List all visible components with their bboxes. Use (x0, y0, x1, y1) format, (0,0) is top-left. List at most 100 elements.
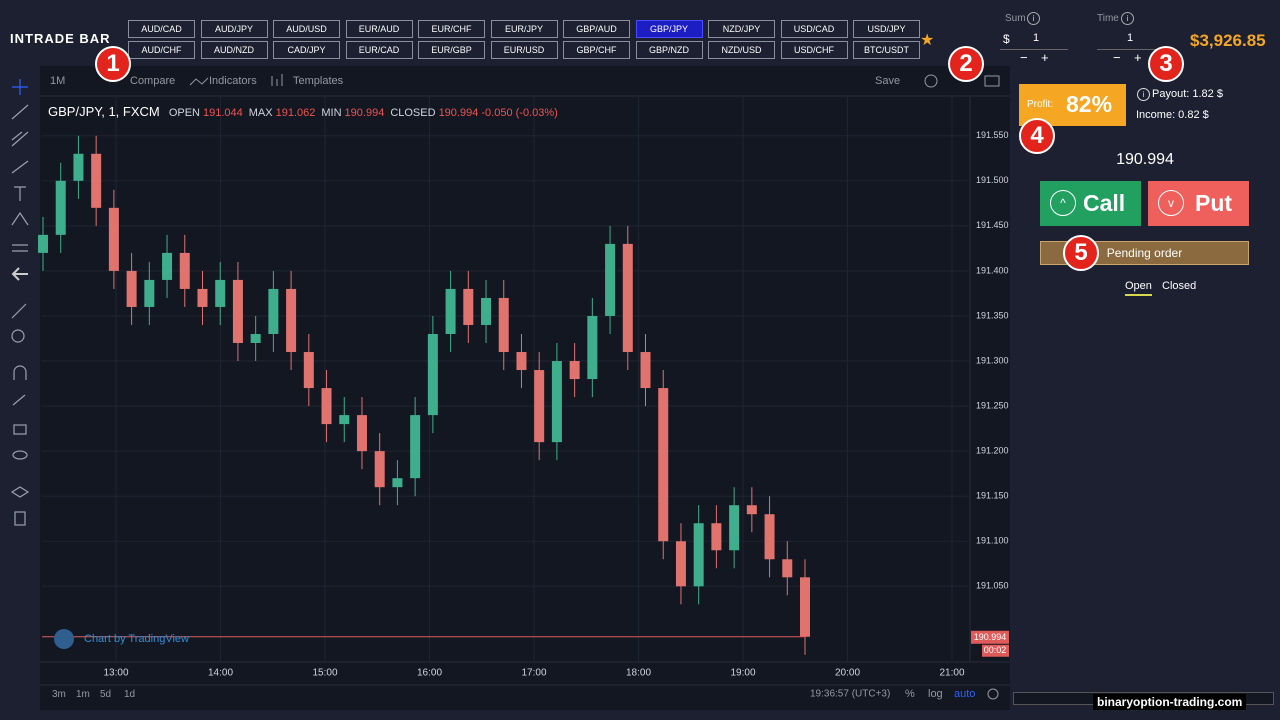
candle-body (445, 288, 456, 334)
time-value[interactable]: 1 (1127, 32, 1134, 44)
balance: $3,926.85 (1190, 31, 1266, 50)
y-tick-label: 191.150 (976, 491, 1009, 501)
y-tick-label: 191.050 (976, 581, 1009, 591)
candle-body (339, 415, 350, 425)
pair-button[interactable]: NZD/USD (708, 41, 775, 59)
pair-button[interactable]: GBP/NZD (635, 41, 703, 59)
annotation: 5 (1063, 235, 1099, 271)
tab-closed[interactable]: Closed (1162, 280, 1197, 292)
pair-button[interactable]: USD/CHF (780, 41, 848, 59)
range-button[interactable]: 1m (76, 689, 90, 700)
pair-grid: AUD/CAD AUD/JPY AUD/USD EUR/AUD EUR/CHF EUR/J… (128, 20, 920, 62)
ohlc-label: MAX (248, 107, 273, 119)
put-button[interactable]: v Put (1148, 181, 1249, 226)
auto-toggle[interactable]: auto (954, 688, 975, 700)
candle-body (516, 352, 527, 371)
y-tick-label: 191.100 (976, 536, 1009, 546)
candle-body (534, 370, 545, 443)
annotation: 3 (1148, 46, 1184, 82)
candle-body (374, 451, 385, 488)
save-button[interactable]: Save (875, 75, 900, 87)
pair-button[interactable]: EUR/AUD (345, 20, 413, 38)
symbol[interactable]: GBP/JPY, 1, FXCM (48, 104, 160, 119)
pair-button[interactable]: EUR/JPY (490, 20, 558, 38)
put-label: Put (1195, 190, 1233, 216)
countdown-box (982, 644, 1009, 657)
candle-body (605, 243, 616, 316)
candle-body (356, 415, 367, 452)
underline (1000, 49, 1068, 50)
pair-button[interactable]: AUD/JPY (200, 20, 268, 38)
candle-body (427, 333, 438, 416)
pair-button[interactable]: BTC/USDT (853, 41, 920, 59)
settings-icon[interactable] (924, 74, 938, 88)
star-icon[interactable]: ★ (920, 32, 935, 49)
x-tick-label: 16:00 (417, 668, 442, 679)
logo: INTRADE BAR (10, 31, 111, 46)
last-price-box (971, 630, 1009, 644)
pair-button[interactable]: NZD/JPY (708, 20, 775, 38)
camera-icon[interactable] (984, 75, 1000, 87)
templates-button[interactable]: Templates (293, 75, 344, 87)
ohlc-values: OPEN 191.044 MAX 191.062 MIN 190.994 CLOSED 190… (163, 107, 479, 119)
indicators-icon (189, 77, 209, 86)
candle-body (162, 252, 173, 280)
range-button[interactable]: 5d (100, 689, 112, 700)
pair-button[interactable]: USD/CAD (780, 20, 848, 38)
pair-button[interactable]: GBP/JPY (635, 20, 703, 38)
site-watermark: binaryoption-trading.com (1093, 694, 1247, 710)
interval[interactable]: 1M (50, 75, 65, 87)
countdown: 00:02 (984, 645, 1007, 655)
range-button[interactable]: 3m (52, 689, 66, 700)
time-minus[interactable]: − (1113, 50, 1121, 65)
candle-body (73, 153, 84, 181)
info-icon: i (1137, 88, 1150, 101)
time-plus[interactable]: + (1134, 50, 1142, 65)
annotation: 2 (948, 46, 984, 82)
pair-button[interactable]: EUR/GBP (418, 41, 485, 59)
pair-button[interactable]: EUR/USD (490, 41, 558, 59)
tab-open[interactable]: Open (1125, 280, 1152, 296)
pair-button[interactable]: GBP/CHF (563, 41, 630, 59)
pair-button[interactable]: AUD/CAD (128, 20, 195, 38)
pair-button[interactable]: EUR/CAD (345, 41, 413, 59)
log-toggle[interactable]: log (928, 688, 943, 700)
y-tick-label: 191.200 (976, 446, 1009, 456)
call-icon: ^ (1050, 190, 1076, 216)
call-button[interactable]: ^ Call (1040, 181, 1141, 226)
candle-body (675, 541, 686, 587)
candle-body (179, 252, 190, 289)
percent-toggle[interactable]: % (905, 688, 915, 700)
compare-button[interactable]: Compare (130, 75, 175, 87)
indicators-button[interactable]: Indicators (209, 75, 257, 87)
sum-value[interactable]: 1 (1033, 32, 1040, 44)
pair-button[interactable]: AUD/NZD (200, 41, 268, 59)
tool-icons (10, 79, 30, 526)
settings-icon[interactable] (987, 688, 999, 700)
ohlc-value: 191.044 (203, 107, 243, 119)
candle-body (481, 297, 492, 325)
candle-body (126, 270, 137, 307)
pair-button[interactable]: USD/JPY (853, 20, 920, 38)
candle-body (392, 478, 403, 488)
pair-button[interactable]: AUD/USD (273, 20, 340, 38)
pair-button[interactable]: CAD/JPY (273, 41, 340, 59)
y-tick-label: 191.500 (976, 175, 1009, 185)
candle-body (729, 505, 740, 551)
pair-button[interactable]: AUD/CHF (128, 41, 195, 59)
x-tick-label: 18:00 (626, 668, 651, 679)
candle-body (782, 559, 793, 578)
y-tick-label: 191.350 (976, 310, 1009, 320)
sum-plus[interactable]: + (1041, 50, 1049, 65)
sum-currency: $ (1003, 32, 1010, 46)
y-tick-label: 191.450 (976, 220, 1009, 230)
range-button[interactable]: 1d (124, 689, 136, 700)
left-toolbar (0, 66, 40, 710)
y-tick-label: 191.550 (976, 130, 1009, 140)
pair-button[interactable]: GBP/AUD (563, 20, 630, 38)
sum-minus[interactable]: − (1020, 50, 1028, 65)
x-tick-label: 17:00 (521, 668, 546, 679)
candle-body (569, 361, 580, 380)
pair-button[interactable]: EUR/CHF (418, 20, 485, 38)
watermark: Chart by TradingView (84, 633, 189, 645)
